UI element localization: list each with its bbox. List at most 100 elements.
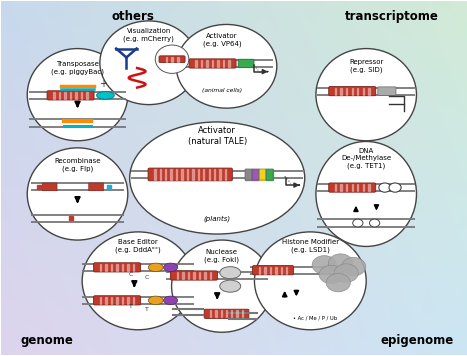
Bar xyxy=(340,88,342,95)
Text: Repressor
(e.g. SID): Repressor (e.g. SID) xyxy=(349,59,383,73)
Bar xyxy=(368,88,369,95)
Bar xyxy=(269,267,271,274)
Bar xyxy=(241,310,243,317)
Bar xyxy=(170,169,172,180)
Bar xyxy=(352,88,353,95)
FancyBboxPatch shape xyxy=(253,266,294,275)
Bar xyxy=(127,264,129,271)
Bar xyxy=(199,272,200,279)
Bar xyxy=(225,169,226,180)
Bar xyxy=(208,169,210,180)
Circle shape xyxy=(334,264,358,282)
Ellipse shape xyxy=(220,280,241,292)
Ellipse shape xyxy=(130,122,305,234)
Bar xyxy=(236,310,238,317)
Bar xyxy=(340,184,342,191)
Bar xyxy=(259,267,260,274)
Bar xyxy=(192,169,194,180)
Bar xyxy=(70,92,71,99)
Ellipse shape xyxy=(163,263,177,272)
FancyBboxPatch shape xyxy=(238,59,254,68)
Bar xyxy=(116,264,118,271)
Text: Recombinase
(e.g. Flp): Recombinase (e.g. Flp) xyxy=(54,158,101,172)
Bar xyxy=(201,60,202,67)
Bar xyxy=(217,60,219,67)
Bar xyxy=(122,264,123,271)
Ellipse shape xyxy=(27,148,128,240)
Bar xyxy=(214,169,215,180)
FancyBboxPatch shape xyxy=(204,309,249,318)
Bar xyxy=(352,184,353,191)
Text: Visualization
(e.g. mCherry): Visualization (e.g. mCherry) xyxy=(123,28,174,42)
Bar xyxy=(259,169,266,180)
Bar xyxy=(266,169,273,180)
Text: Base Editor
(e.g. DddAᵒˣ): Base Editor (e.g. DddAᵒˣ) xyxy=(115,239,161,253)
Bar xyxy=(223,60,224,67)
FancyBboxPatch shape xyxy=(159,56,185,63)
Bar xyxy=(219,169,221,180)
Bar xyxy=(206,60,208,67)
Circle shape xyxy=(353,219,363,227)
Circle shape xyxy=(341,257,366,276)
Bar xyxy=(111,297,112,304)
Bar xyxy=(335,184,336,191)
Bar xyxy=(122,297,123,304)
Bar xyxy=(252,169,259,180)
Text: • Ac / Me / P / Ub: • Ac / Me / P / Ub xyxy=(293,315,337,320)
Circle shape xyxy=(379,183,391,192)
Bar xyxy=(275,267,276,274)
Bar xyxy=(203,169,205,180)
Ellipse shape xyxy=(220,267,241,279)
Bar xyxy=(160,169,161,180)
Bar xyxy=(335,88,336,95)
Ellipse shape xyxy=(27,48,128,141)
Circle shape xyxy=(312,256,336,274)
Bar xyxy=(53,92,55,99)
Ellipse shape xyxy=(255,232,366,330)
Bar xyxy=(154,169,156,180)
Bar xyxy=(64,92,66,99)
Bar xyxy=(86,92,88,99)
FancyBboxPatch shape xyxy=(378,87,396,95)
Bar xyxy=(264,267,266,274)
Text: C: C xyxy=(144,275,149,280)
Circle shape xyxy=(389,183,401,192)
Ellipse shape xyxy=(316,48,417,141)
Ellipse shape xyxy=(163,296,177,305)
Circle shape xyxy=(328,254,353,272)
FancyBboxPatch shape xyxy=(47,91,94,100)
Text: T: T xyxy=(144,307,149,312)
Bar xyxy=(59,92,60,99)
Text: T: T xyxy=(129,304,133,309)
Ellipse shape xyxy=(176,25,277,108)
Text: +: + xyxy=(99,79,107,89)
FancyBboxPatch shape xyxy=(89,183,104,191)
Bar xyxy=(106,297,107,304)
Ellipse shape xyxy=(171,240,272,332)
Bar xyxy=(176,169,177,180)
FancyBboxPatch shape xyxy=(189,59,236,68)
Bar xyxy=(228,60,230,67)
Ellipse shape xyxy=(149,296,163,305)
Bar xyxy=(81,92,82,99)
Bar xyxy=(182,272,184,279)
Bar xyxy=(177,272,178,279)
Bar xyxy=(210,272,211,279)
Bar xyxy=(195,60,197,67)
FancyBboxPatch shape xyxy=(329,87,376,96)
Text: epigenome: epigenome xyxy=(381,334,454,347)
Bar xyxy=(286,267,287,274)
Ellipse shape xyxy=(155,45,189,73)
Bar xyxy=(165,169,166,180)
Bar xyxy=(231,310,233,317)
Bar xyxy=(100,264,101,271)
Bar xyxy=(177,57,178,62)
Text: Histone Modifier
(e.g. LSD1): Histone Modifier (e.g. LSD1) xyxy=(282,239,339,253)
Text: C: C xyxy=(129,272,133,277)
Bar xyxy=(75,92,77,99)
FancyBboxPatch shape xyxy=(93,296,141,305)
Bar xyxy=(346,88,347,95)
Bar xyxy=(127,297,129,304)
Bar xyxy=(362,88,364,95)
Text: Activator
(e.g. VP64): Activator (e.g. VP64) xyxy=(203,33,241,47)
